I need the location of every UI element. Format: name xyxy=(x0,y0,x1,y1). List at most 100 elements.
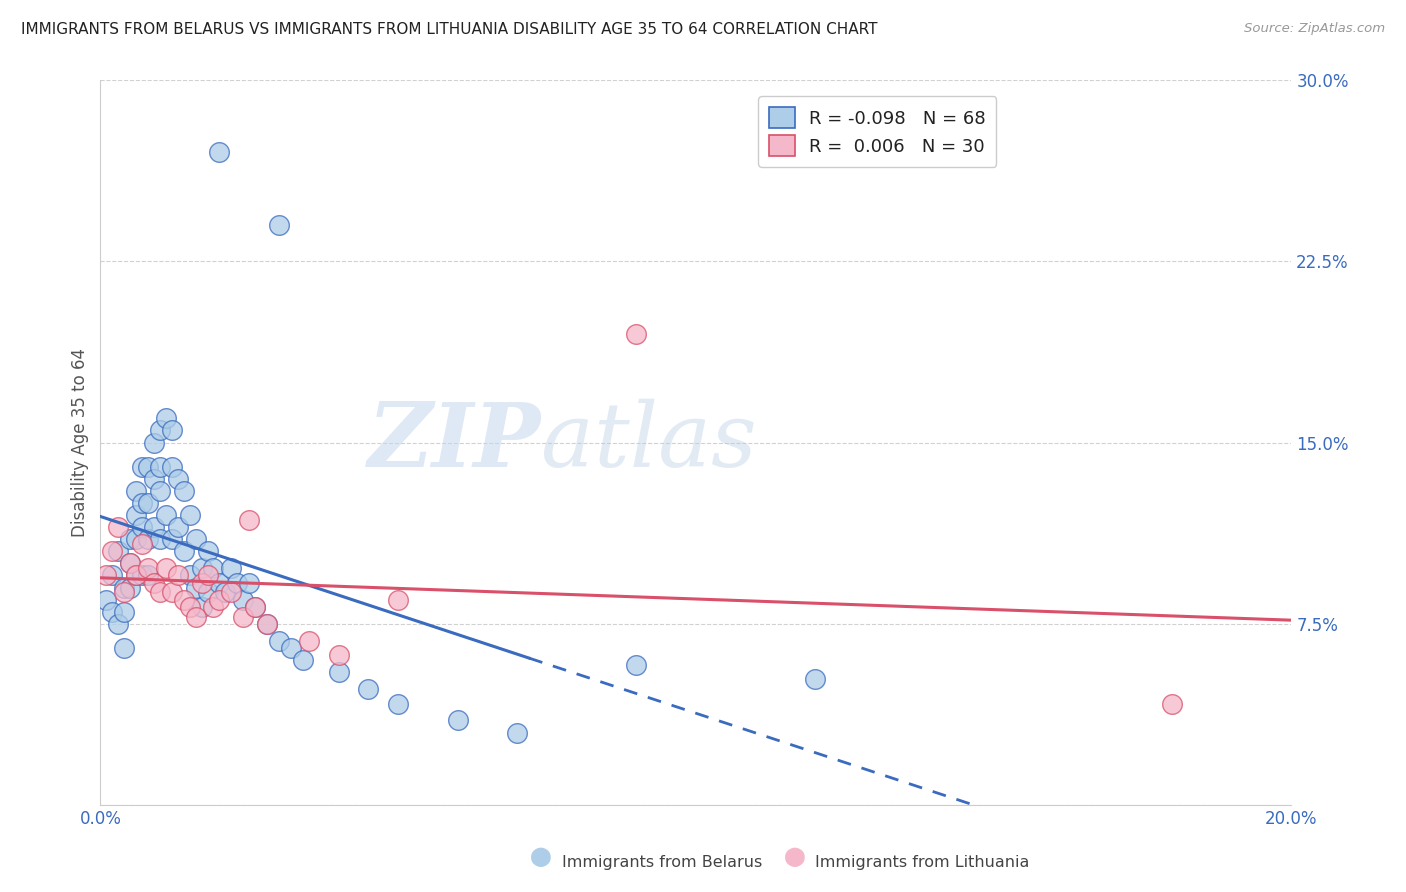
Point xyxy=(232,609,254,624)
Point xyxy=(166,520,188,534)
Point xyxy=(136,568,159,582)
Point xyxy=(291,653,314,667)
Text: IMMIGRANTS FROM BELARUS VS IMMIGRANTS FROM LITHUANIA DISABILITY AGE 35 TO 64 COR: IMMIGRANTS FROM BELARUS VS IMMIGRANTS FR… xyxy=(21,22,877,37)
Point xyxy=(131,568,153,582)
Point xyxy=(125,532,148,546)
Text: Immigrants from Lithuania: Immigrants from Lithuania xyxy=(815,855,1029,870)
Point xyxy=(166,472,188,486)
Point xyxy=(243,599,266,614)
Point xyxy=(197,585,219,599)
Point xyxy=(238,575,260,590)
Point xyxy=(149,585,172,599)
Text: ⬤: ⬤ xyxy=(530,847,553,867)
Point xyxy=(136,496,159,510)
Point xyxy=(136,561,159,575)
Point xyxy=(160,585,183,599)
Point xyxy=(101,568,124,582)
Point xyxy=(112,585,135,599)
Point xyxy=(328,665,350,680)
Point xyxy=(256,616,278,631)
Point xyxy=(202,599,225,614)
Point xyxy=(160,424,183,438)
Point xyxy=(1161,697,1184,711)
Legend: R = -0.098   N = 68, R =  0.006   N = 30: R = -0.098 N = 68, R = 0.006 N = 30 xyxy=(758,96,997,167)
Point xyxy=(112,640,135,655)
Point xyxy=(155,508,177,522)
Point xyxy=(184,609,207,624)
Text: Immigrants from Belarus: Immigrants from Belarus xyxy=(562,855,762,870)
Point xyxy=(190,561,212,575)
Point xyxy=(256,616,278,631)
Point xyxy=(173,592,195,607)
Text: atlas: atlas xyxy=(541,399,756,486)
Point xyxy=(387,697,409,711)
Point xyxy=(131,496,153,510)
Point xyxy=(96,592,118,607)
Point xyxy=(190,575,212,590)
Point xyxy=(149,483,172,498)
Point xyxy=(214,585,236,599)
Point xyxy=(179,508,201,522)
Point xyxy=(208,145,231,160)
Y-axis label: Disability Age 35 to 64: Disability Age 35 to 64 xyxy=(72,348,89,537)
Point xyxy=(131,459,153,474)
Point xyxy=(357,681,380,696)
Point xyxy=(238,513,260,527)
Point xyxy=(112,605,135,619)
Point xyxy=(197,544,219,558)
Point xyxy=(107,616,129,631)
Point xyxy=(125,508,148,522)
Point xyxy=(107,520,129,534)
Point xyxy=(298,633,321,648)
Point xyxy=(125,483,148,498)
Point xyxy=(243,599,266,614)
Point xyxy=(626,326,648,341)
Point xyxy=(387,592,409,607)
Point xyxy=(149,459,172,474)
Point xyxy=(120,532,142,546)
Point xyxy=(173,483,195,498)
Point xyxy=(149,424,172,438)
Point xyxy=(120,557,142,571)
Point xyxy=(267,633,290,648)
Point xyxy=(142,435,165,450)
Point xyxy=(136,532,159,546)
Point xyxy=(804,673,827,687)
Point xyxy=(101,544,124,558)
Point xyxy=(125,568,148,582)
Point xyxy=(160,459,183,474)
Point xyxy=(120,581,142,595)
Point xyxy=(221,561,243,575)
Point xyxy=(96,568,118,582)
Point xyxy=(173,544,195,558)
Point xyxy=(232,592,254,607)
Text: ZIP: ZIP xyxy=(367,400,541,486)
Point xyxy=(506,725,529,739)
Point xyxy=(142,472,165,486)
Point xyxy=(149,532,172,546)
Point xyxy=(136,459,159,474)
Point xyxy=(160,532,183,546)
Point xyxy=(280,640,302,655)
Point xyxy=(166,568,188,582)
Point xyxy=(131,537,153,551)
Point xyxy=(142,520,165,534)
Point xyxy=(101,605,124,619)
Point xyxy=(142,575,165,590)
Point xyxy=(221,585,243,599)
Point xyxy=(226,575,249,590)
Point xyxy=(179,599,201,614)
Point xyxy=(179,568,201,582)
Point xyxy=(184,581,207,595)
Point xyxy=(120,557,142,571)
Point xyxy=(626,657,648,672)
Point xyxy=(202,561,225,575)
Point xyxy=(190,599,212,614)
Point xyxy=(155,411,177,425)
Point xyxy=(107,544,129,558)
Point xyxy=(208,592,231,607)
Point xyxy=(208,575,231,590)
Text: Source: ZipAtlas.com: Source: ZipAtlas.com xyxy=(1244,22,1385,36)
Point xyxy=(112,581,135,595)
Point xyxy=(197,568,219,582)
